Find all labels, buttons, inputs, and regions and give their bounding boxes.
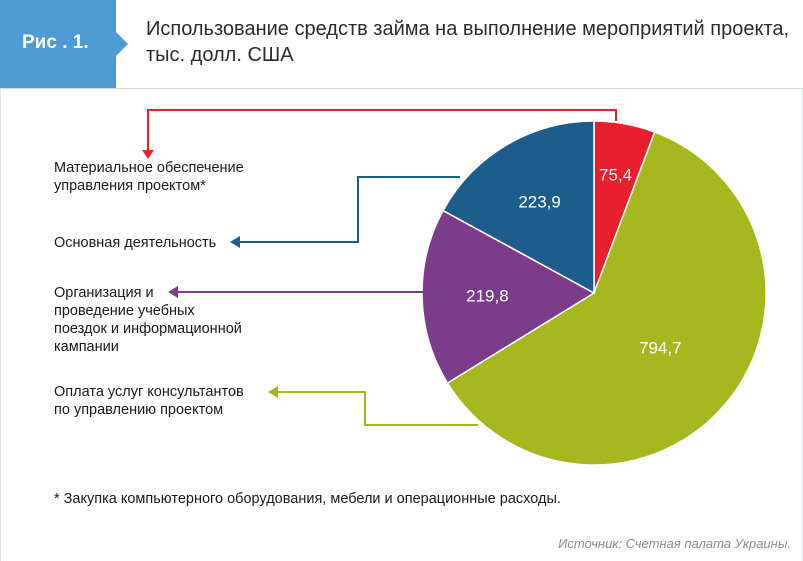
header-band (0, 0, 803, 88)
figure-badge (0, 0, 128, 88)
footnote: * Закупка компьютерного оборудования, ме… (54, 491, 561, 507)
pie-value-label-0: 75,4 (599, 166, 632, 185)
leader-arrow-core (230, 236, 240, 248)
pie-slice-1 (446, 131, 767, 466)
pie-slice-3 (442, 120, 595, 295)
chart-title-line-1: Использование средств займа на выполнени… (146, 18, 790, 40)
leader-line-core (238, 176, 460, 243)
header-divider (0, 88, 803, 89)
leader-line-material (147, 109, 617, 152)
label-trips-line-4: кампании (54, 339, 119, 355)
label-training-trips: Организация и проведение учебных поездок… (54, 284, 242, 356)
label-trips-line-3: поездок и информационной (54, 321, 242, 337)
leader-arrow-material (142, 150, 154, 159)
label-material-line-1: Материальное обеспечение (54, 160, 244, 176)
frame-left-border (0, 89, 1, 561)
pie-value-label-1: 794,7 (639, 339, 682, 358)
pie-value-label-3: 223,9 (518, 192, 561, 211)
label-core-activity: Основная деятельность (54, 235, 217, 251)
chart-title: Использование средств займа на выполнени… (146, 16, 796, 68)
leader-line-consult (276, 391, 478, 426)
leader-lines (142, 109, 617, 426)
source-note: Источник: Счетная палата Украины. (558, 536, 791, 551)
chart-title-line-2: тыс. долл. США (146, 44, 294, 66)
pie-slices (421, 120, 767, 466)
leader-arrow-trips (168, 286, 178, 298)
pie-value-label-2: 219,8 (466, 287, 509, 306)
pie-value-labels: 75,4 794,7 219,8 223,9 (466, 166, 681, 358)
leader-arrow-consult (268, 386, 278, 398)
label-consult-line-2: по управлению проектом (54, 402, 224, 418)
label-trips-line-1: Организация и (54, 285, 154, 301)
label-consult-line-1: Оплата услуг консультантов (54, 384, 244, 400)
label-trips-line-2: проведение учебных (54, 303, 195, 319)
pie-slice-2 (421, 209, 596, 385)
label-material-line-2: управления проектом* (54, 178, 206, 194)
label-material-support: Материальное обеспечение управления прое… (54, 159, 244, 195)
figure-label: Рис . 1. (22, 32, 89, 53)
label-consultants: Оплата услуг консультантов по управлению… (54, 383, 244, 419)
